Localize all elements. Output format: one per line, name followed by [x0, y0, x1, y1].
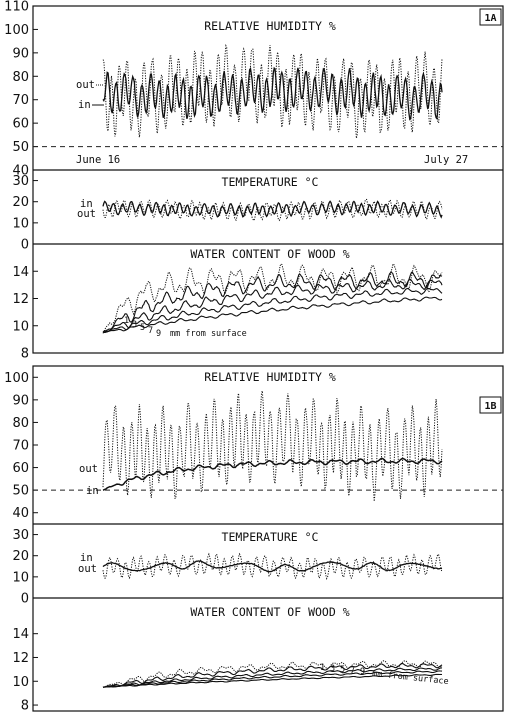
series-line-out	[102, 552, 443, 580]
rh-label-in: in	[86, 485, 99, 497]
series-line-in	[102, 560, 443, 573]
tick-label: 70	[12, 439, 29, 454]
figure-1b-frame	[32, 365, 504, 712]
rh-y-axis-1a: 40 50 60 70 80 90 100 110	[4, 0, 38, 179]
rh-y-axis-1b: 40 50 60 70 80 90 100	[4, 371, 38, 521]
tick-label: 0	[21, 592, 29, 607]
depth-label: 9	[156, 329, 161, 339]
figure-badge-box	[479, 396, 502, 414]
series-line-in	[102, 200, 443, 219]
tick-label: 10	[12, 216, 29, 231]
tick-label: 80	[12, 70, 29, 85]
tick-label: 20	[12, 195, 29, 210]
series-line-depth-9mm	[102, 296, 443, 334]
depth-note: mm from surface	[170, 329, 247, 339]
tick-label: 100	[4, 371, 29, 386]
temp-panel-1b: TEMPERATURE °C 0 10 20 30 in out	[12, 528, 443, 607]
tick-label: 90	[12, 46, 29, 61]
series-line-depth-3mm	[102, 663, 443, 688]
temp-title-1b: TEMPERATURE °C	[222, 530, 319, 544]
temp-label-in: in	[80, 552, 93, 564]
series-line-depth-5mm	[102, 278, 443, 333]
series-line-depth-5mm	[102, 667, 443, 688]
figure-1a: 1A RELATIVE HUMIDITY % 40506070809010011…	[4, 0, 504, 362]
depth-label: 7	[148, 326, 153, 336]
tick-label: 60	[12, 117, 29, 132]
temp-panel-1a: TEMPERATURE °C 0 10 20 30 in out	[12, 174, 443, 253]
date-start: June 16	[76, 154, 120, 166]
depth-label: 5	[340, 665, 345, 675]
temp-y-axis-1b: 0 10 20 30	[12, 528, 38, 607]
tick-label: 10	[12, 319, 29, 334]
temp-label-out: out	[77, 208, 96, 220]
depth-label: 1	[320, 663, 325, 673]
figure-1b-badge: 1B	[484, 401, 496, 412]
tick-label: 90	[12, 393, 29, 408]
depth-label: 9	[360, 667, 365, 677]
rh-label-out: out	[76, 79, 95, 91]
depth-label: 1	[124, 316, 129, 326]
tick-label: 40	[12, 506, 29, 521]
tick-label: 8	[21, 347, 29, 362]
tick-label: 10	[12, 675, 29, 690]
tick-label: 80	[12, 416, 29, 431]
tick-label: 60	[12, 461, 29, 476]
depth-label: 5	[140, 323, 145, 333]
temp-label-out: out	[78, 563, 97, 575]
depth-label: 3	[330, 664, 335, 674]
figure-1a-frame	[32, 5, 504, 354]
wood-series-1a	[102, 263, 443, 334]
wood-series-1b	[102, 660, 443, 688]
wood-y-axis-1b: 8 10 12 14	[12, 627, 38, 714]
figure-badge-box	[479, 8, 502, 26]
temp-label-in: in	[80, 198, 93, 210]
rh-title-1b: RELATIVE HUMIDITY %	[204, 370, 336, 384]
tick-label: 30	[12, 174, 29, 189]
tick-label: 50	[12, 140, 29, 155]
figure-1a-badge: 1A	[484, 13, 496, 24]
rh-panel-1a: RELATIVE HUMIDITY % 40 50 60 70 80 90 100 110 o…	[4, 0, 503, 179]
series-line-in	[102, 66, 443, 121]
tick-label: 12	[12, 651, 29, 666]
series-line-depth-1mm	[102, 660, 443, 688]
tick-label: 14	[12, 627, 29, 642]
series-line-depth-9mm	[103, 673, 443, 688]
wood-y-axis-1a: 8 10 12 14	[12, 265, 38, 362]
tick-label: 70	[12, 93, 29, 108]
temp-y-axis-1a: 0 10 20 30	[12, 174, 38, 253]
depth-label: 7	[350, 666, 355, 676]
series-line-depth-1mm	[102, 263, 443, 334]
tick-label: 20	[12, 549, 29, 564]
series-line-out	[102, 390, 443, 502]
tick-label: 0	[21, 238, 29, 253]
wood-title-1b: WATER CONTENT OF WOOD %	[190, 605, 349, 619]
series-line-in	[102, 457, 443, 491]
date-end: July 27	[424, 154, 468, 166]
tick-label: 100	[4, 23, 29, 38]
tick-label: 30	[12, 528, 29, 543]
rh-label-out: out	[79, 463, 98, 475]
series-line-depth-7mm	[102, 670, 443, 688]
temp-title-1a: TEMPERATURE °C	[222, 175, 319, 189]
tick-label: 40	[12, 164, 29, 179]
tick-label: 14	[12, 265, 29, 280]
series-line-depth-3mm	[102, 270, 443, 333]
wood-title-1a: WATER CONTENT OF WOOD %	[190, 247, 349, 261]
tick-label: 50	[12, 484, 29, 499]
tick-label: 10	[12, 570, 29, 585]
tick-label: 8	[21, 699, 29, 714]
series-line-depth-7mm	[102, 287, 443, 334]
tick-label: 12	[12, 292, 29, 307]
depth-label: 3	[132, 320, 137, 330]
rh-label-in: in	[78, 99, 91, 111]
tick-label: 110	[4, 0, 29, 15]
rh-title-1a: RELATIVE HUMIDITY %	[204, 19, 336, 33]
